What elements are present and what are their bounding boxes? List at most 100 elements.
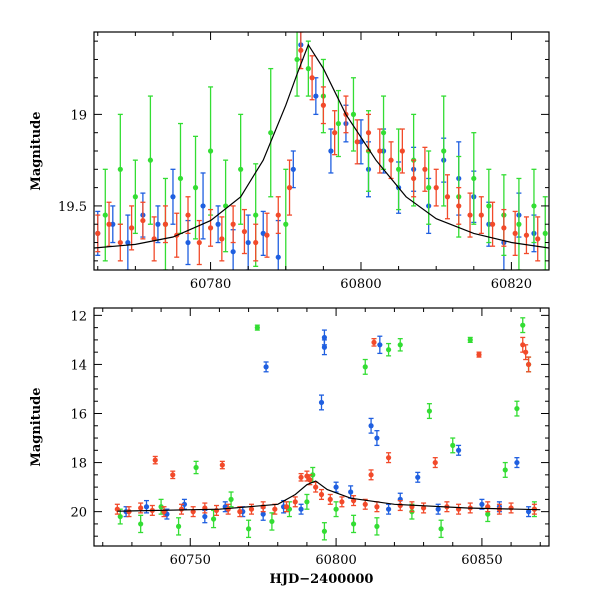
- data-point: [489, 221, 496, 227]
- data-point: [328, 148, 334, 154]
- plot-frame: [93, 31, 550, 271]
- data-point: [388, 157, 394, 163]
- data-point: [525, 509, 532, 515]
- x-tick-label: 60750: [170, 553, 211, 568]
- data-point: [456, 203, 462, 209]
- data-point: [181, 501, 188, 507]
- data-point: [516, 221, 522, 227]
- data-point: [138, 521, 144, 527]
- data-point: [335, 120, 342, 127]
- data-point: [339, 499, 345, 505]
- data-point: [318, 491, 325, 498]
- top-y-axis-title: Magnitude: [29, 111, 44, 190]
- data-point: [435, 506, 441, 512]
- data-point: [422, 166, 428, 172]
- data-point: [248, 506, 255, 512]
- series-2: [114, 336, 538, 518]
- data-point: [185, 239, 191, 246]
- x-tick-label: 60800: [315, 553, 356, 568]
- data-point: [397, 342, 403, 348]
- data-point: [143, 504, 150, 510]
- data-point: [140, 217, 146, 224]
- data-point: [411, 175, 417, 182]
- data-point: [200, 203, 206, 209]
- data-point: [95, 230, 101, 236]
- data-point: [117, 239, 123, 246]
- data-point: [106, 221, 112, 227]
- data-point: [348, 489, 354, 495]
- ticks: [94, 308, 549, 546]
- model-curve: [117, 480, 541, 512]
- data-point: [399, 148, 405, 154]
- data-point: [377, 148, 383, 154]
- data-point: [350, 521, 357, 527]
- data-point: [129, 225, 135, 231]
- data-point: [320, 102, 326, 108]
- data-point: [298, 474, 304, 480]
- data-point: [508, 505, 514, 511]
- data-point: [275, 254, 281, 260]
- data-point: [479, 501, 485, 507]
- data-point: [397, 502, 403, 509]
- data-point: [514, 459, 520, 466]
- data-point: [175, 523, 182, 529]
- bottom-x-axis-title: HJD−2400000: [270, 572, 374, 587]
- data-point: [333, 484, 339, 490]
- data-point: [542, 230, 548, 236]
- data-point: [321, 528, 328, 534]
- data-point: [147, 157, 154, 163]
- data-point: [193, 464, 199, 471]
- data-point: [304, 499, 310, 505]
- data-point: [298, 47, 304, 53]
- data-point: [501, 225, 507, 231]
- data-point: [426, 408, 433, 414]
- y-tick-label: 14: [70, 358, 87, 373]
- data-point: [385, 347, 392, 353]
- bottom-y-axis-title: Magnitude: [29, 387, 44, 466]
- data-point: [380, 130, 387, 136]
- data-point: [190, 509, 196, 515]
- data-point: [268, 130, 274, 136]
- data-point: [114, 506, 120, 512]
- data-point: [520, 322, 526, 328]
- data-point: [228, 496, 234, 502]
- data-point: [253, 239, 259, 246]
- y-tick-label: 20: [70, 506, 87, 521]
- data-point: [162, 221, 169, 227]
- data-point: [374, 435, 380, 441]
- data-point: [432, 459, 438, 466]
- data-point: [269, 518, 275, 525]
- data-point: [290, 166, 296, 172]
- data-point: [523, 232, 530, 238]
- plot-area: [94, 32, 549, 270]
- data-point: [170, 472, 176, 478]
- data-point: [241, 228, 248, 235]
- data-point: [525, 361, 532, 368]
- data-point: [132, 194, 138, 200]
- series-0: [123, 329, 532, 524]
- data-point: [441, 148, 447, 154]
- data-point: [438, 526, 444, 532]
- data-point: [450, 442, 456, 449]
- data-point: [215, 221, 221, 227]
- data-point: [207, 225, 214, 231]
- data-point: [512, 230, 518, 236]
- data-point: [298, 506, 304, 512]
- x-tick-label: 60820: [491, 277, 532, 292]
- data-point: [178, 506, 185, 512]
- y-tick-label: 16: [70, 408, 87, 423]
- series-1: [117, 317, 538, 541]
- data-point: [362, 501, 368, 507]
- data-point: [219, 236, 225, 242]
- data-point: [260, 511, 266, 517]
- data-point: [444, 194, 451, 200]
- bottom-panel: 60750 60800 60850 12 14 16 18 20: [70, 307, 550, 568]
- data-point: [327, 496, 333, 502]
- data-point: [202, 513, 208, 520]
- data-point: [125, 239, 131, 246]
- data-point: [286, 185, 293, 191]
- data-point: [368, 423, 374, 429]
- data-point: [371, 339, 377, 345]
- series-2: [95, 32, 541, 266]
